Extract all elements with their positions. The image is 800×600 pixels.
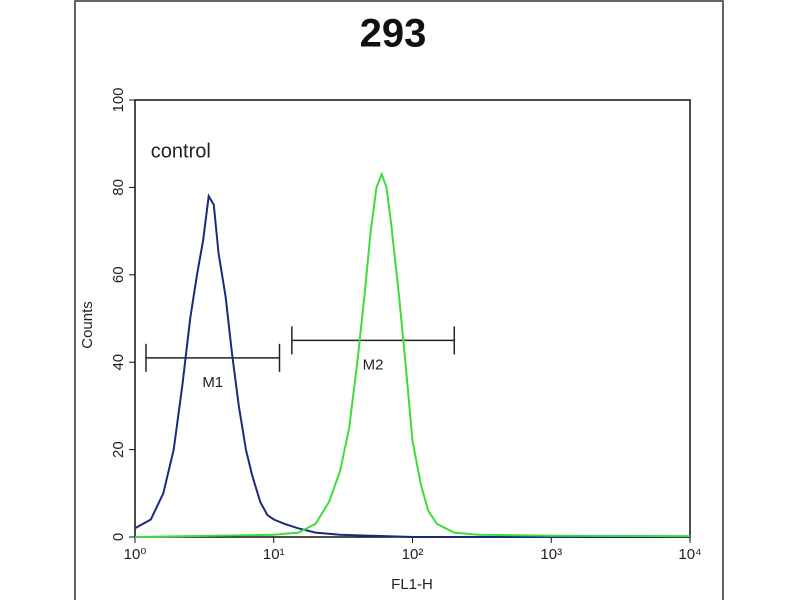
x-tick-label: 10¹	[263, 546, 285, 563]
x-tick-label: 10⁴	[678, 546, 701, 563]
x-tick-label: 10³	[540, 546, 562, 563]
y-tick-label: 0	[110, 533, 127, 541]
y-axis-label: Counts	[79, 301, 96, 349]
marker-label: M2	[363, 356, 384, 373]
x-axis-label: FL1-H	[391, 576, 433, 593]
series-line	[134, 193, 690, 538]
y-tick-label: 80	[110, 179, 127, 196]
annotation: control	[151, 141, 211, 163]
y-tick-label: 40	[110, 354, 127, 371]
y-tick-label: 20	[110, 441, 127, 458]
plot-area	[134, 99, 691, 538]
chart-title: 293	[360, 12, 427, 56]
y-tick-label: 60	[110, 266, 127, 283]
x-tick-label: 10²	[402, 546, 424, 563]
frame	[74, 0, 724, 600]
x-tick-label: 10⁰	[124, 546, 147, 563]
y-tick-label: 100	[110, 87, 127, 112]
marker-label: M1	[202, 374, 223, 391]
series-line	[134, 171, 691, 538]
